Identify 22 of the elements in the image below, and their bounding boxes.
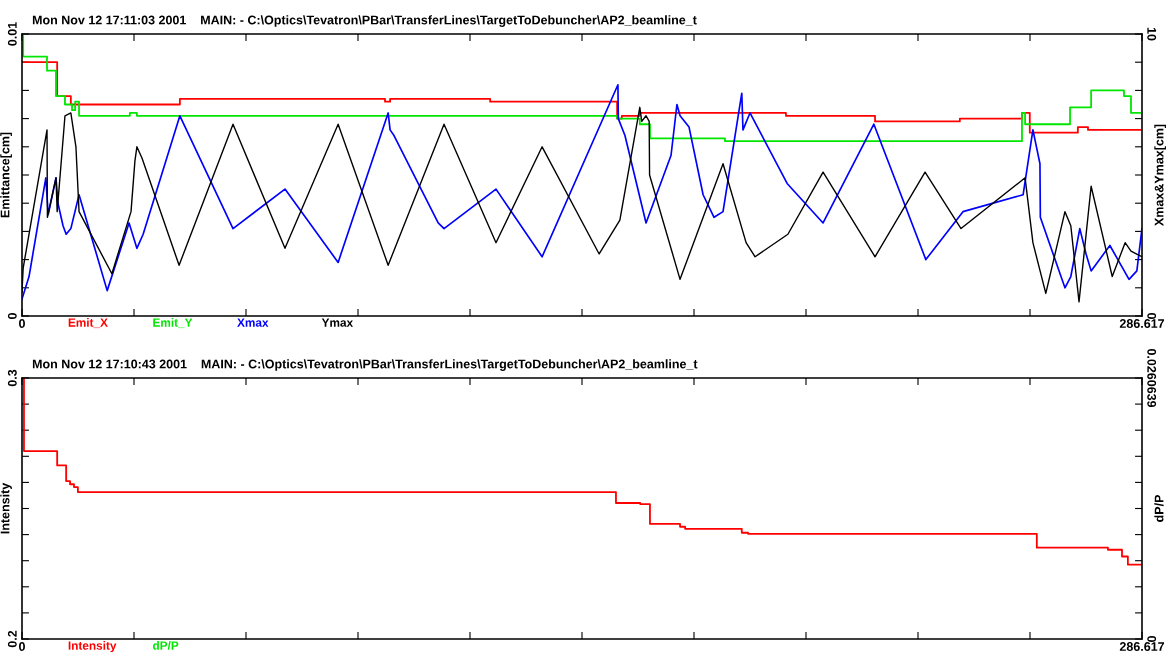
x-tick-label: 286.617 [1119,319,1165,328]
text: Emit_Y [153,318,193,329]
text: Ymax [321,318,354,327]
y-tick-label: 0.2 [7,630,17,648]
x-tick-label: 286.617 [1119,642,1165,651]
text: Emit_X [68,318,108,329]
chart-title: Mon Nov 12 17:11:03 2001 MAIN: - C:\Optics\Tevatron\PBar\TransferLines\TargetToDebuncher\AP2_beamline_t [32,15,697,27]
y2-axis-title: Xmax&Ymax[cm] [1154,124,1166,226]
y2-tick-label: 0 [1147,636,1157,642]
y2-axis-title: dP/P [1154,495,1164,522]
chart-title: Mon Nov 12 17:10:43 2001 MAIN: - C:\Optics\Tevatron\PBar\TransferLines\TargetToDebuncher\AP2_beamline_t [32,359,698,371]
y-axis-title: Intensity [0,482,12,534]
y-tick-label: 0.01 [7,22,17,46]
y-tick-label: 0.3 [7,369,17,387]
y-axis-title: Emittance[cm] [0,132,12,218]
text: Intensity [68,641,117,653]
text: Xmax [237,318,269,327]
legend-label: dP/P [152,641,179,650]
y-tick-label: 0 [7,313,17,319]
y2-tick-label: 10 [1147,27,1157,41]
y2-tick-label: 0 [1147,313,1157,319]
y2-tick-label: 0.0260639 [1147,348,1157,408]
